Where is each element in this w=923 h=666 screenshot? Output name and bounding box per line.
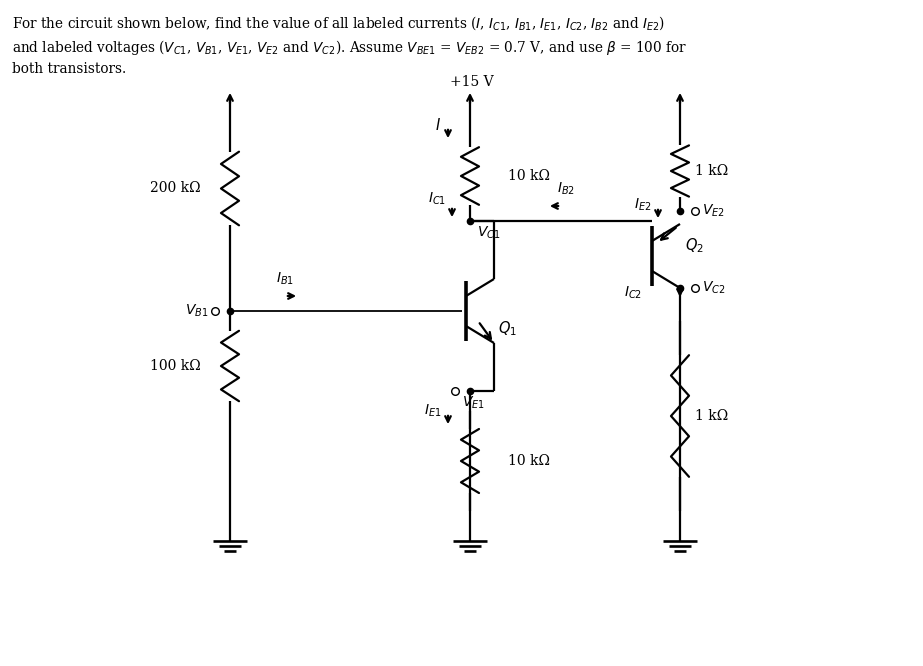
Text: $I$: $I$: [435, 117, 441, 133]
Text: $I_{C1}$: $I_{C1}$: [428, 190, 446, 207]
Text: 10 kΩ: 10 kΩ: [508, 454, 550, 468]
Text: $V_{B1}$: $V_{B1}$: [185, 303, 208, 319]
Text: $Q_1$: $Q_1$: [498, 320, 517, 338]
Text: $V_{E2}$: $V_{E2}$: [702, 203, 725, 219]
Text: $I_{C2}$: $I_{C2}$: [624, 285, 642, 301]
Text: $V_{E1}$: $V_{E1}$: [462, 395, 485, 412]
Text: $I_{E1}$: $I_{E1}$: [424, 403, 441, 419]
Text: $I_{B2}$: $I_{B2}$: [557, 180, 575, 197]
Text: both transistors.: both transistors.: [12, 62, 126, 76]
Text: $V_{C1}$: $V_{C1}$: [477, 225, 500, 241]
Text: 100 kΩ: 100 kΩ: [150, 359, 200, 373]
Text: $I_{E2}$: $I_{E2}$: [633, 196, 651, 213]
Text: +15 V: +15 V: [450, 75, 494, 89]
Text: For the circuit shown below, find the value of all labeled currents ($I$, $I_{C1: For the circuit shown below, find the va…: [12, 14, 665, 32]
Text: $V_{C2}$: $V_{C2}$: [702, 280, 725, 296]
Text: and labeled voltages ($V_{C1}$, $V_{B1}$, $V_{E1}$, $V_{E2}$ and $V_{C2}$). Assu: and labeled voltages ($V_{C1}$, $V_{B1}$…: [12, 38, 688, 57]
Text: 10 kΩ: 10 kΩ: [508, 169, 550, 183]
Text: $I_{B1}$: $I_{B1}$: [276, 270, 294, 287]
Text: 200 kΩ: 200 kΩ: [150, 182, 200, 196]
Text: $Q_2$: $Q_2$: [685, 236, 704, 255]
Text: 1 kΩ: 1 kΩ: [695, 164, 728, 178]
Text: 1 kΩ: 1 kΩ: [695, 409, 728, 423]
